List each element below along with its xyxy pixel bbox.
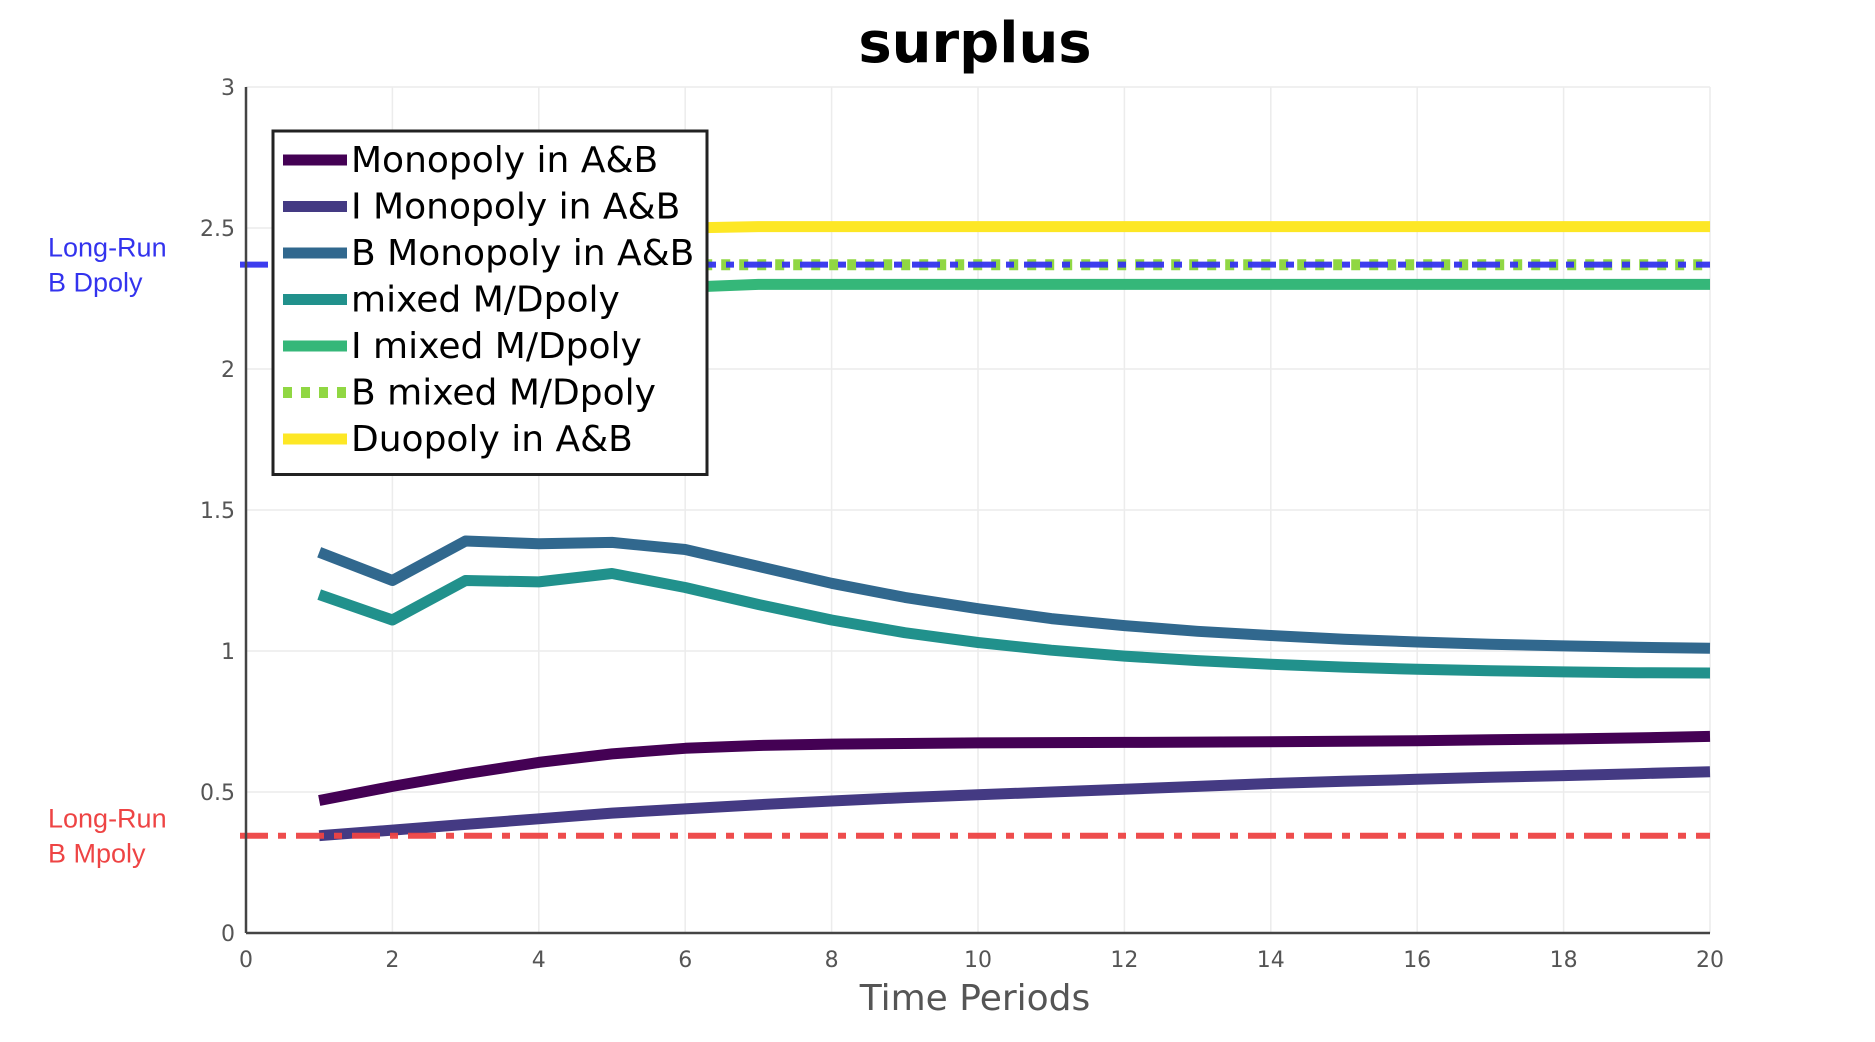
y-tick-label: 0 (221, 922, 235, 947)
tick-labels: 0 2 4 6 8 10 12 14 16 18 20 0 0.5 1 1.5 2 2.5 3 (200, 76, 1724, 973)
x-tick-label: 0 (239, 948, 253, 973)
legend-label: Monopoly in A&B (351, 140, 658, 181)
x-tick-label: 4 (532, 948, 546, 973)
legend: Monopoly in A&B I Monopoly in A&B B Monopo… (271, 129, 709, 476)
reference-line-label-2: Long-Run B Mpoly (48, 804, 167, 869)
x-tick-label: 14 (1257, 948, 1285, 973)
x-tick-label: 2 (385, 948, 399, 973)
series-line-5 (684, 278, 1710, 293)
reference-line-label-1: Long-Run B Dpoly (48, 233, 167, 298)
y-tick-label: 1.5 (200, 499, 235, 524)
y-tick-label: 3 (221, 76, 235, 101)
x-tick-label: 8 (825, 948, 839, 973)
legend-label: I Monopoly in A&B (351, 187, 680, 228)
legend-label: B Monopoly in A&B (351, 233, 694, 274)
y-tick-label: 1 (221, 640, 235, 665)
series-line-7 (685, 221, 1710, 234)
series-line-1 (318, 730, 1711, 806)
x-tick-label: 20 (1696, 948, 1724, 973)
legend-label: mixed M/Dpoly (351, 280, 620, 321)
y-tick-label: 2.5 (200, 217, 235, 242)
series-line-4 (317, 568, 1711, 679)
y-tick-label: 2 (221, 358, 235, 383)
legend-label: I mixed M/Dpoly (351, 326, 642, 367)
x-tick-label: 10 (964, 948, 992, 973)
x-tick-label: 12 (1110, 948, 1138, 973)
y-tick-label: 0.5 (200, 781, 235, 806)
legend-label: Duopoly in A&B (351, 419, 633, 460)
x-tick-label: 18 (1550, 948, 1578, 973)
series-line-2 (318, 766, 1711, 842)
x-axis-title: Time Periods (859, 978, 1091, 1019)
chart-title: surplus (858, 11, 1091, 76)
x-tick-label: 6 (678, 948, 692, 973)
series-line-3 (317, 535, 1711, 654)
axes (244, 87, 1710, 935)
legend-label: B mixed M/Dpoly (351, 373, 656, 414)
x-tick-label: 16 (1403, 948, 1431, 973)
